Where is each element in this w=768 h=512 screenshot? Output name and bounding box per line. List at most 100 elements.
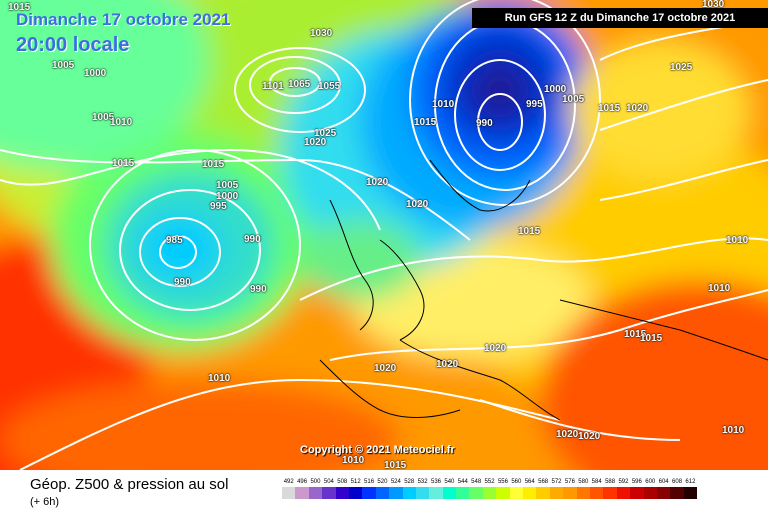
scale-cell: 520	[375, 478, 390, 499]
scale-swatch	[469, 487, 483, 499]
pressure-label: 990	[174, 277, 191, 288]
pressure-label: 995	[526, 99, 543, 110]
scale-value: 560	[511, 479, 522, 485]
pressure-label: 990	[476, 118, 493, 129]
coastlines	[319, 159, 768, 421]
pressure-label: 1020	[406, 199, 429, 210]
forecast-offset: (+ 6h)	[30, 496, 60, 508]
pressure-label: 1005	[52, 60, 75, 71]
scale-swatch	[509, 487, 524, 499]
scale-cell: 512	[348, 478, 363, 499]
scale-value: 500	[310, 479, 321, 485]
pressure-label: 990	[250, 284, 267, 295]
pressure-label: 1020	[578, 431, 601, 442]
scale-cell: 492	[282, 478, 296, 499]
scale-value: 608	[672, 479, 683, 485]
scale-value: 536	[430, 479, 441, 485]
scale-value: 532	[417, 479, 428, 485]
pressure-label: 1030	[702, 0, 725, 10]
scale-cell: 548	[469, 478, 483, 499]
scale-value: 544	[457, 479, 468, 485]
scale-cell: 500	[308, 478, 323, 499]
pressure-label: 990	[244, 234, 261, 245]
scale-swatch	[656, 487, 671, 499]
scale-swatch	[603, 487, 617, 499]
geopotential-field	[0, 0, 768, 470]
pressure-label: 1101	[262, 81, 284, 92]
scale-value: 548	[471, 479, 482, 485]
pressure-label: 985	[166, 235, 183, 246]
pressure-label: 1015	[384, 460, 407, 471]
scale-swatch	[362, 487, 376, 499]
pressure-label: 1015	[640, 333, 663, 344]
scale-swatch	[322, 487, 336, 499]
scale-value: 568	[538, 479, 549, 485]
scale-cell: 608	[670, 478, 684, 499]
scale-swatch	[670, 487, 684, 499]
scale-swatch	[496, 487, 510, 499]
scale-value: 596	[631, 479, 642, 485]
pressure-label: 1010	[708, 283, 731, 294]
scale-cell: 496	[295, 478, 309, 499]
scale-cell: 528	[402, 478, 416, 499]
scale-swatch	[442, 487, 457, 499]
scale-swatch	[389, 487, 403, 499]
pressure-label: 1015	[202, 159, 225, 170]
pressure-label: 1015	[8, 2, 31, 13]
pressure-label: 1005	[92, 112, 115, 123]
scale-cell: 596	[630, 478, 644, 499]
scale-value: 520	[377, 479, 388, 485]
scale-cell: 564	[523, 478, 537, 499]
scale-cell: 544	[456, 478, 470, 499]
scale-value: 508	[337, 479, 348, 485]
pressure-label: 1010	[342, 455, 365, 466]
scale-value: 496	[297, 479, 308, 485]
scale-value: 580	[578, 479, 589, 485]
scale-value: 540	[444, 479, 455, 485]
scale-swatch	[429, 487, 443, 499]
pressure-label: 995	[210, 201, 227, 212]
pressure-label: 1025	[314, 128, 337, 139]
scale-cell: 604	[656, 478, 671, 499]
scale-swatch	[630, 487, 644, 499]
pressure-label: 1015	[624, 329, 647, 340]
scale-swatch	[576, 487, 590, 499]
scale-swatch	[563, 487, 577, 499]
scale-value: 492	[283, 479, 294, 485]
pressure-label: 1025	[670, 62, 693, 73]
pressure-label: 1065	[288, 79, 311, 90]
model-run-label: Run GFS 12 Z du Dimanche 17 octobre 2021	[472, 8, 768, 28]
isobars	[0, 0, 768, 470]
pressure-label: 1020	[374, 363, 397, 374]
color-scale: 492 496 500 504 508 512 516 520 524 528 532 536 540 5…	[282, 478, 698, 499]
pressure-label: 1000	[216, 191, 239, 202]
scale-swatch	[683, 487, 698, 499]
scale-value: 588	[605, 479, 616, 485]
scale-value: 516	[364, 479, 375, 485]
pressure-label: 1010	[432, 99, 455, 110]
scale-value: 504	[323, 479, 334, 485]
pressure-label: 1020	[556, 429, 579, 440]
scale-cell: 552	[482, 478, 497, 499]
scale-cell: 560	[509, 478, 524, 499]
pressure-label: 1010	[110, 117, 133, 128]
scale-cell: 568	[536, 478, 550, 499]
scale-cell: 532	[415, 478, 430, 499]
scale-value: 604	[658, 479, 669, 485]
scale-value: 552	[484, 479, 495, 485]
scale-swatch	[295, 487, 309, 499]
scale-swatch	[616, 487, 631, 499]
pressure-label: 1020	[484, 343, 507, 354]
scale-cell: 580	[576, 478, 590, 499]
scale-swatch	[348, 487, 363, 499]
scale-cell: 536	[429, 478, 443, 499]
pressure-label: 1010	[208, 373, 231, 384]
copyright-text: Copyright © 2021 Meteociel.fr	[300, 444, 455, 456]
pressure-label: 1015	[112, 158, 135, 169]
scale-cell: 524	[389, 478, 403, 499]
scale-swatch	[415, 487, 430, 499]
scale-value: 584	[591, 479, 602, 485]
scale-swatch	[456, 487, 470, 499]
pressure-label: 1015	[598, 103, 621, 114]
map-canvas	[0, 0, 768, 470]
